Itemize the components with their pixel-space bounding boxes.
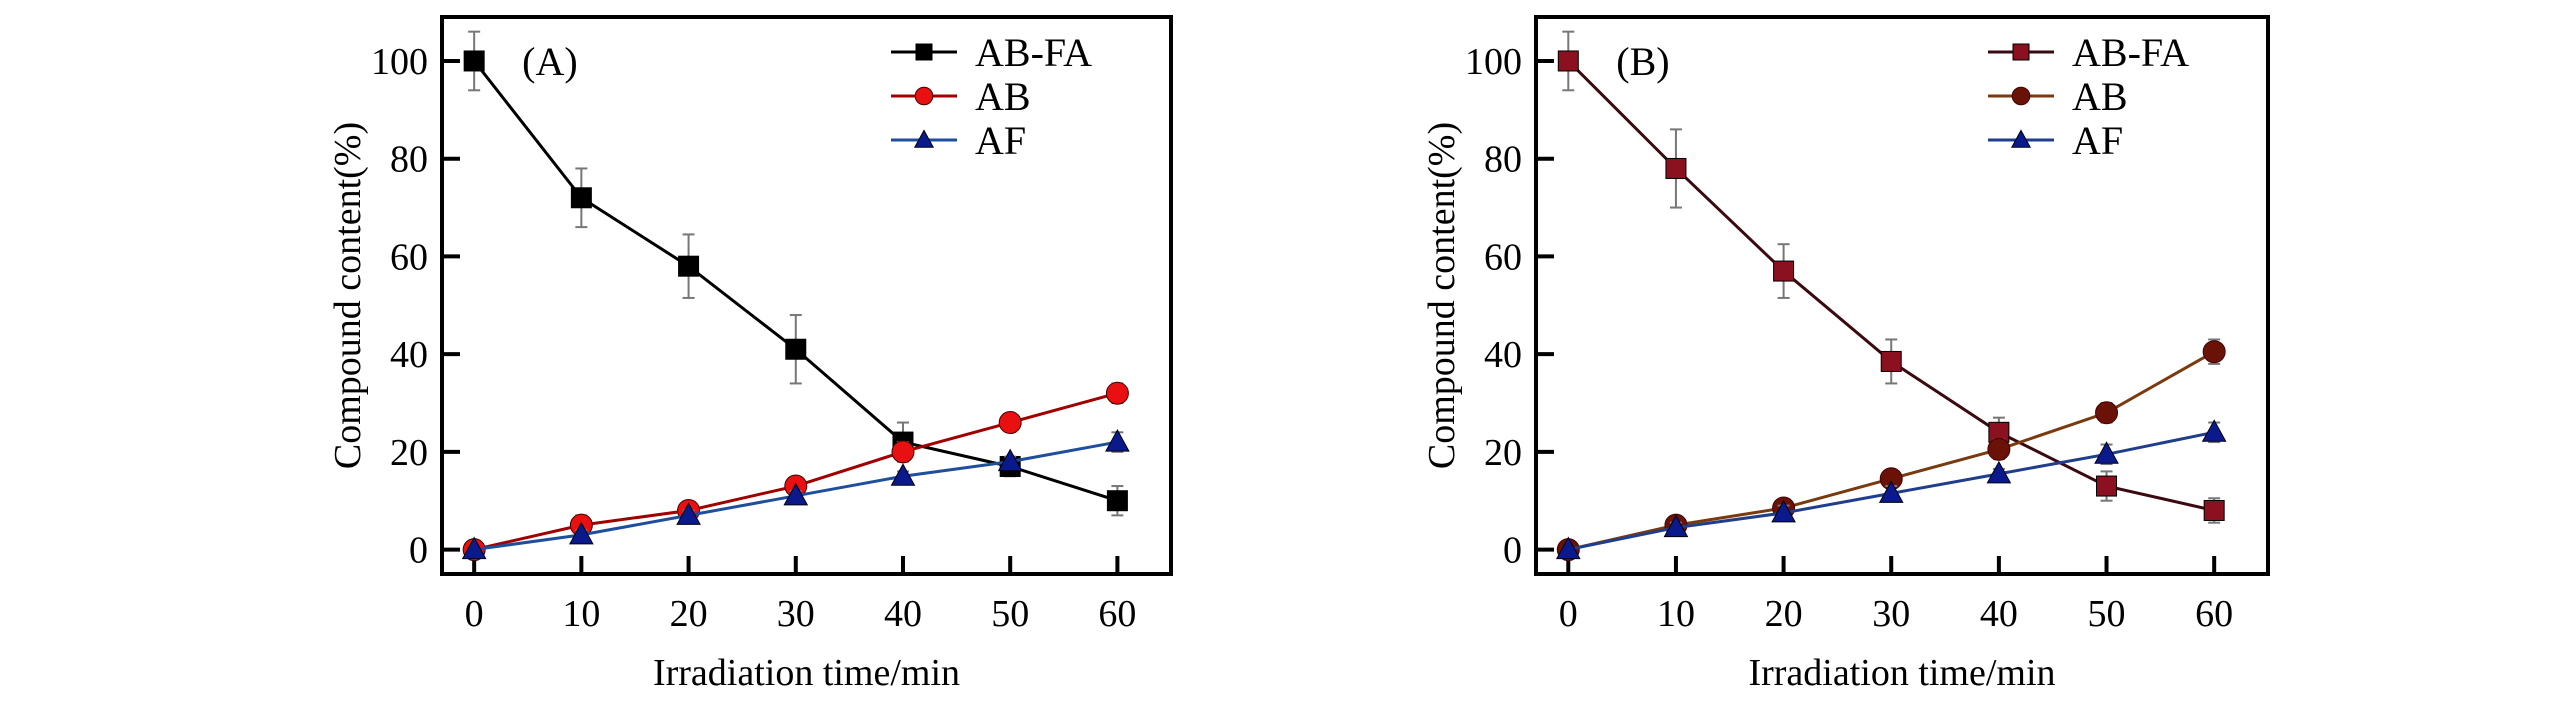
y-tick-label: 0 xyxy=(409,530,428,572)
data-point xyxy=(785,338,807,360)
data-point xyxy=(1663,514,1689,538)
data-point xyxy=(1773,260,1795,282)
y-axis-title: Compound content(%) xyxy=(1421,122,1463,469)
legend-label: AF xyxy=(975,118,1026,163)
y-tick-label: 60 xyxy=(1484,236,1522,278)
x-axis-title: Irradiation time/min xyxy=(1748,652,2055,694)
data-point xyxy=(2202,340,2226,364)
series-af xyxy=(1555,419,2227,560)
legend-marker xyxy=(913,129,935,148)
data-point xyxy=(1557,50,1579,72)
legend-marker xyxy=(2012,43,2030,61)
data-point xyxy=(461,536,487,560)
data-point xyxy=(2095,401,2119,425)
y-tick-label: 60 xyxy=(390,236,428,278)
data-point xyxy=(569,521,594,545)
data-point xyxy=(2203,499,2225,521)
data-point xyxy=(890,463,916,486)
data-point xyxy=(1665,157,1687,179)
legend-marker xyxy=(914,86,934,106)
x-tick-label: 60 xyxy=(1098,593,1136,635)
data-point xyxy=(783,482,809,506)
x-tick-label: 40 xyxy=(1980,593,2018,635)
legend-label: AB-FA xyxy=(975,30,1092,75)
x-axis-title: Irradiation time/min xyxy=(653,652,960,694)
legend-marker xyxy=(2010,129,2032,148)
data-point xyxy=(1105,381,1129,405)
x-tick-label: 10 xyxy=(1657,593,1695,635)
x-tick-label: 0 xyxy=(1559,593,1578,635)
panel-label: (A) xyxy=(522,39,578,84)
data-point xyxy=(891,440,915,464)
x-tick-label: 30 xyxy=(1872,593,1910,635)
x-tick-label: 40 xyxy=(884,593,922,635)
x-tick-label: 20 xyxy=(670,593,708,635)
data-point xyxy=(997,448,1023,472)
series-af xyxy=(461,429,1130,560)
series-ab-fa xyxy=(1557,30,2225,524)
x-tick-label: 0 xyxy=(465,593,484,635)
y-tick-label: 100 xyxy=(371,41,428,83)
data-point xyxy=(1555,536,1581,560)
data-point xyxy=(463,50,485,72)
x-tick-label: 30 xyxy=(777,593,815,635)
y-tick-label: 80 xyxy=(390,139,428,181)
data-point xyxy=(2201,419,2227,442)
y-tick-label: 40 xyxy=(390,334,428,376)
plot-frame xyxy=(440,15,1173,576)
data-point xyxy=(1771,499,1796,523)
data-point xyxy=(1880,350,1902,372)
data-point xyxy=(2094,441,2119,464)
legend-label: AF xyxy=(2072,118,2123,163)
data-point xyxy=(570,187,592,209)
data-point xyxy=(1878,480,1904,503)
y-axis-title: Compound content(%) xyxy=(327,122,369,469)
legend-marker xyxy=(2011,86,2031,106)
x-tick-label: 50 xyxy=(2088,593,2126,635)
legend-label: AB-FA xyxy=(2072,30,2189,75)
x-tick-label: 10 xyxy=(562,593,600,635)
legend-marker xyxy=(915,43,933,61)
chart-panel-a: 0 20 40 60 80 100 0 10 20 30 40 50 60 Irradiation tim… xyxy=(327,15,1173,694)
data-point xyxy=(998,411,1022,435)
data-point xyxy=(678,255,700,277)
data-point xyxy=(1106,490,1128,512)
y-tick-label: 20 xyxy=(1484,432,1522,474)
y-tick-label: 20 xyxy=(390,432,428,474)
panel-label: (B) xyxy=(1616,39,1669,84)
y-tick-label: 40 xyxy=(1484,334,1522,376)
x-tick-label: 60 xyxy=(2195,593,2233,635)
data-point xyxy=(2096,475,2118,497)
data-point xyxy=(1105,429,1130,452)
data-point xyxy=(676,502,701,525)
y-tick-label: 100 xyxy=(1465,41,1522,83)
y-tick-label: 0 xyxy=(1503,530,1522,572)
legend-label: AB xyxy=(2072,74,2128,119)
data-point xyxy=(1987,437,2011,461)
x-tick-label: 50 xyxy=(991,593,1029,635)
x-tick-label: 20 xyxy=(1765,593,1803,635)
chart-panel-b: 0 20 40 60 80 100 0 10 20 30 40 50 60 Irradiation tim… xyxy=(1421,15,2270,694)
y-tick-label: 80 xyxy=(1484,139,1522,181)
data-point xyxy=(1986,460,2012,484)
legend-label: AB xyxy=(975,74,1031,119)
plot-frame xyxy=(1534,15,2270,576)
